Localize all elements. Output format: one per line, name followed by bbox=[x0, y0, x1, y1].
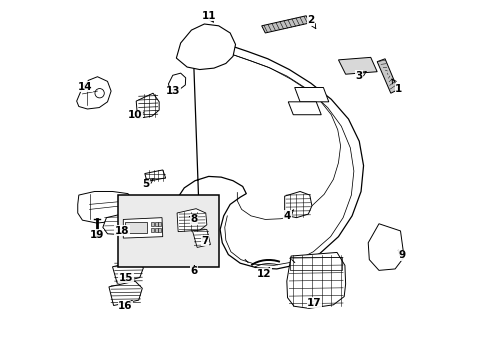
Bar bbox=[118, 195, 219, 267]
Polygon shape bbox=[286, 252, 345, 309]
Text: 10: 10 bbox=[128, 111, 143, 121]
Polygon shape bbox=[78, 192, 132, 223]
Text: 6: 6 bbox=[190, 266, 198, 276]
Polygon shape bbox=[176, 24, 235, 69]
Polygon shape bbox=[77, 77, 111, 109]
Polygon shape bbox=[367, 224, 403, 270]
Text: 1: 1 bbox=[391, 79, 402, 94]
Polygon shape bbox=[177, 209, 206, 231]
Bar bbox=[155, 228, 158, 231]
Polygon shape bbox=[144, 170, 165, 181]
Polygon shape bbox=[102, 213, 130, 234]
Polygon shape bbox=[338, 57, 376, 74]
Text: 8: 8 bbox=[189, 215, 198, 224]
Text: 4: 4 bbox=[283, 210, 293, 221]
Bar bbox=[290, 257, 342, 270]
Polygon shape bbox=[136, 93, 159, 118]
Text: 11: 11 bbox=[201, 11, 215, 22]
Polygon shape bbox=[294, 87, 328, 102]
Text: 3: 3 bbox=[355, 71, 366, 81]
Bar bbox=[158, 228, 161, 231]
Polygon shape bbox=[192, 229, 210, 247]
Bar bbox=[125, 222, 147, 233]
Polygon shape bbox=[109, 281, 142, 306]
Polygon shape bbox=[112, 261, 143, 283]
Text: 18: 18 bbox=[114, 226, 129, 236]
Polygon shape bbox=[287, 102, 321, 115]
Text: 14: 14 bbox=[78, 82, 92, 92]
Text: 2: 2 bbox=[306, 15, 315, 29]
Text: 17: 17 bbox=[306, 298, 321, 308]
Text: 9: 9 bbox=[397, 250, 405, 260]
Text: 5: 5 bbox=[142, 179, 153, 189]
Bar bbox=[151, 228, 154, 231]
Text: 12: 12 bbox=[257, 267, 271, 279]
Polygon shape bbox=[376, 59, 397, 93]
Bar bbox=[151, 222, 154, 226]
Text: 16: 16 bbox=[118, 301, 132, 311]
Text: 13: 13 bbox=[165, 86, 180, 96]
Polygon shape bbox=[168, 73, 185, 90]
Polygon shape bbox=[261, 16, 309, 33]
Polygon shape bbox=[284, 192, 311, 218]
Text: 15: 15 bbox=[119, 273, 133, 283]
Bar bbox=[158, 222, 161, 226]
Text: 7: 7 bbox=[201, 235, 208, 246]
Bar bbox=[155, 222, 158, 226]
Text: 19: 19 bbox=[89, 230, 104, 239]
Polygon shape bbox=[173, 44, 363, 269]
Polygon shape bbox=[123, 218, 163, 238]
